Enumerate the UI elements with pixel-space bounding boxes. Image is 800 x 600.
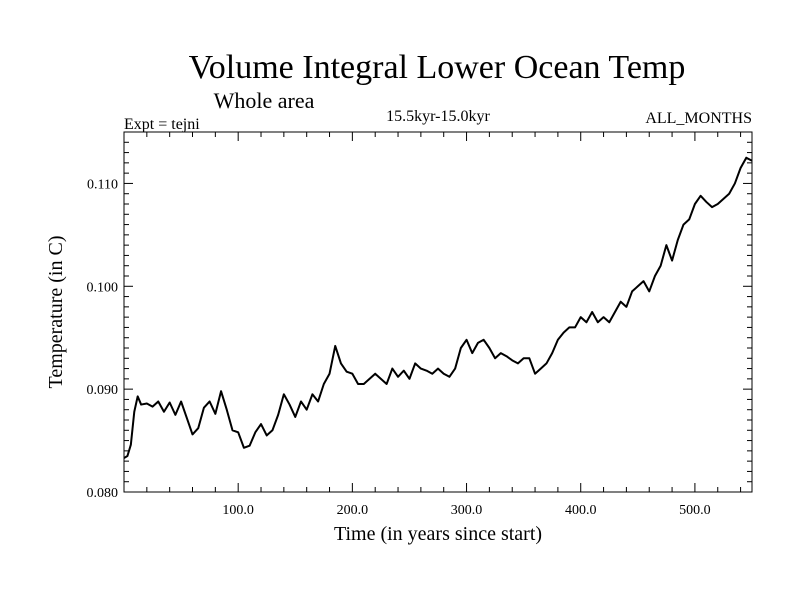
x-axis-tick-labels: 100.0 200.0 300.0 400.0 500.0 (222, 503, 710, 518)
plot-frame (123, 131, 753, 493)
x-tick-label: 400.0 (565, 503, 597, 518)
y-tick-label: 0.080 (87, 486, 119, 501)
x-tick-label: 100.0 (222, 503, 254, 518)
y-tick-label: 0.100 (87, 280, 119, 295)
chart-subtitle: Whole area (214, 88, 315, 113)
y-axis-ticks (124, 131, 752, 483)
y-tick-label: 0.110 (87, 177, 118, 192)
y-tick-label: 0.090 (87, 383, 119, 398)
x-tick-label: 300.0 (451, 503, 483, 518)
x-tick-label: 200.0 (337, 503, 369, 518)
y-axis-label: Temperature (in C) (45, 236, 67, 389)
x-tick-label: 500.0 (679, 503, 711, 518)
x-axis-label: Time (in years since start) (334, 523, 542, 545)
chart-title: Volume Integral Lower Ocean Temp (189, 49, 686, 86)
temperature-series-line (123, 156, 753, 459)
experiment-label: Expt = tejni (124, 116, 200, 133)
y-axis-tick-labels: 0.080 0.090 0.100 0.110 (87, 177, 119, 501)
x-axis-ticks (146, 132, 742, 492)
period-label: 15.5kyr-15.0kyr (386, 108, 490, 125)
months-label: ALL_MONTHS (645, 110, 752, 127)
